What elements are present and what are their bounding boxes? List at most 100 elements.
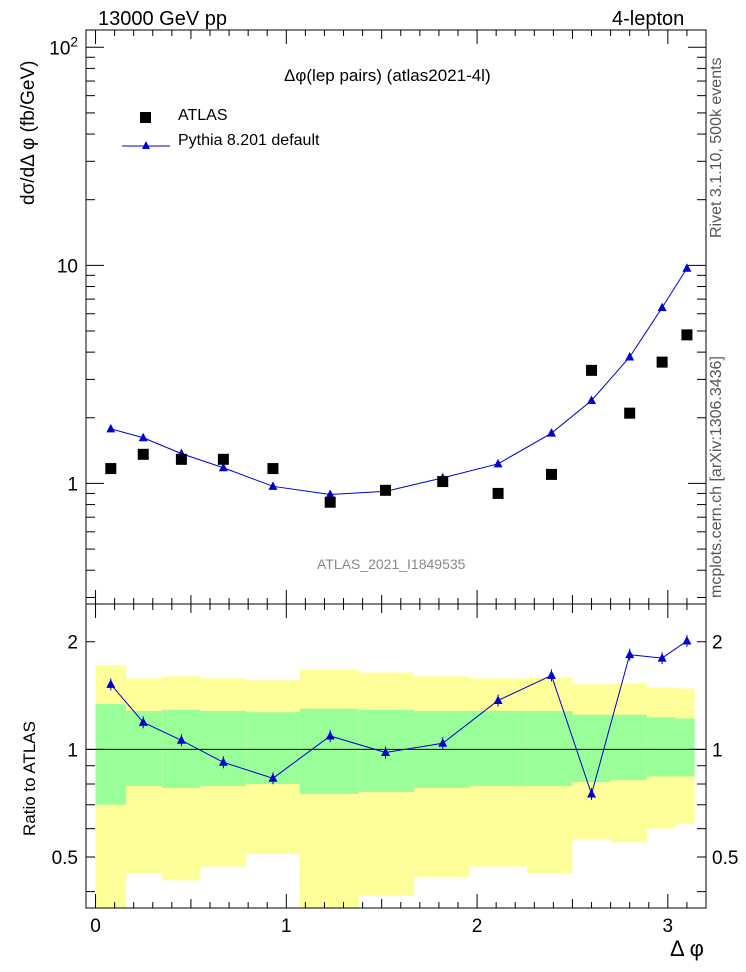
uncertainty-band-inner [610, 714, 647, 781]
uncertainty-band-outer [675, 688, 695, 824]
energy-label: 13000 GeV pp [98, 8, 227, 30]
ratio-x-tick-label-2: 2 [472, 916, 483, 937]
ratio-point [325, 730, 335, 740]
uncertainty-band-outer [299, 669, 359, 908]
atlas-point [437, 476, 449, 488]
ratio-point [682, 635, 692, 645]
ratio-line [110, 640, 688, 796]
pythia-point [381, 486, 391, 495]
uncertainty-band-inner [246, 712, 300, 785]
process-label: 4-lepton [612, 8, 685, 30]
atlas-point [175, 453, 187, 465]
uncertainty-band-outer [200, 678, 247, 867]
uncertainty-band-inner [646, 717, 676, 777]
uncertainty-band-outer [358, 672, 415, 896]
uncertainty-band-outer [469, 678, 527, 867]
ratio-x-tick-label-3: 3 [663, 916, 674, 937]
pythia-line [110, 267, 688, 495]
atlas-point [586, 364, 598, 376]
atlas-point [267, 463, 279, 475]
atlas-point [137, 448, 149, 460]
atlas-point [545, 468, 557, 480]
ratio-y-tick-label-1: 1 [67, 740, 78, 761]
pythia-point [682, 263, 692, 272]
pythia-point [625, 351, 635, 361]
ratio-y-tick-label-0: 0.5 [52, 848, 78, 869]
atlas-point [380, 484, 392, 496]
uncertainty-band-inner [526, 711, 573, 786]
mcplots-label: mcplots.cern.ch [arXiv:1306.3436] [708, 356, 725, 598]
ratio-x-tick-label-0: 0 [90, 916, 101, 937]
atlas-point [681, 329, 693, 341]
ratio-y-tick-label-2: 2 [67, 633, 78, 654]
uncertainty-band-outer [646, 687, 676, 829]
pythia-point [546, 428, 556, 437]
uncertainty-band-outer [126, 678, 163, 874]
uncertainty-band-inner [126, 711, 163, 786]
ratio-point [438, 738, 448, 747]
ratio-point [268, 773, 278, 782]
pythia-point [325, 489, 335, 498]
uncertainty-band-inner [200, 711, 247, 786]
ratio-point [657, 653, 667, 662]
atlas-point [105, 463, 117, 475]
ratio-y-tick-label-right-2: 2 [712, 633, 723, 654]
uncertainty-band-inner [162, 709, 201, 788]
ratio-frame [85, 603, 707, 909]
pythia-point [268, 481, 278, 490]
atlas-point [217, 453, 229, 465]
pythia-point [657, 302, 667, 312]
atlas-point [324, 496, 336, 508]
x-axis-title: Δ φ [670, 936, 704, 961]
atlas-point [656, 356, 668, 368]
pythia-point [587, 395, 597, 405]
pythia-point [438, 472, 448, 482]
ratio-point [587, 789, 597, 798]
analysis-watermark: ATLAS_2021_I1849535 [317, 556, 466, 572]
ratio-point [546, 670, 556, 679]
uncertainty-band-inner [299, 708, 359, 795]
uncertainty-band-outer [610, 683, 647, 843]
ratio-y-tick-label-right-1: 1 [712, 740, 723, 761]
uncertainty-band-inner [358, 709, 415, 792]
uncertainty-band-inner [95, 703, 127, 805]
main-y-tick-label-2: 102 [49, 34, 78, 59]
rivet-version-label: Rivet 3.1.10, 500k events [708, 57, 725, 238]
main-y-tick-label-0: 1 [67, 474, 78, 495]
ratio-point [106, 679, 116, 688]
uncertainty-band-outer [95, 665, 127, 908]
pythia-point [176, 448, 186, 458]
ratio-point [493, 695, 503, 704]
main-y-axis-title: dσ/dΔ φ (fb/GeV) [18, 60, 39, 205]
ratio-point [625, 649, 635, 659]
ratio-point [138, 717, 148, 726]
uncertainty-band-outer [572, 684, 611, 840]
uncertainty-band-inner [675, 718, 695, 777]
ratio-point [218, 757, 228, 766]
uncertainty-band-inner [469, 711, 527, 786]
legend-atlas-marker [140, 112, 151, 123]
uncertainty-band-inner [414, 711, 470, 788]
main-plot-title: Δφ(lep pairs) (atlas2021-4l) [284, 66, 491, 85]
ratio-y-axis-title: Ratio to ATLAS [20, 721, 39, 836]
uncertainty-band-outer [162, 676, 201, 881]
ratio-point [176, 735, 186, 744]
uncertainty-band-outer [414, 676, 470, 877]
uncertainty-band-inner [572, 714, 611, 783]
legend-pythia-label: Pythia 8.201 default [178, 132, 320, 149]
legend-atlas-label: ATLAS [178, 107, 228, 124]
main-y-tick-label-1: 10 [57, 256, 78, 277]
pythia-point [106, 423, 116, 433]
pythia-point [138, 432, 148, 442]
ratio-y-tick-label-right-0: 0.5 [712, 848, 738, 869]
pythia-point [493, 458, 503, 468]
ratio-x-tick-label-1: 1 [281, 916, 292, 937]
atlas-point [624, 407, 636, 419]
pythia-point [218, 462, 228, 472]
uncertainty-band-outer [526, 677, 573, 874]
atlas-point [492, 487, 504, 499]
ratio-point [381, 747, 391, 756]
